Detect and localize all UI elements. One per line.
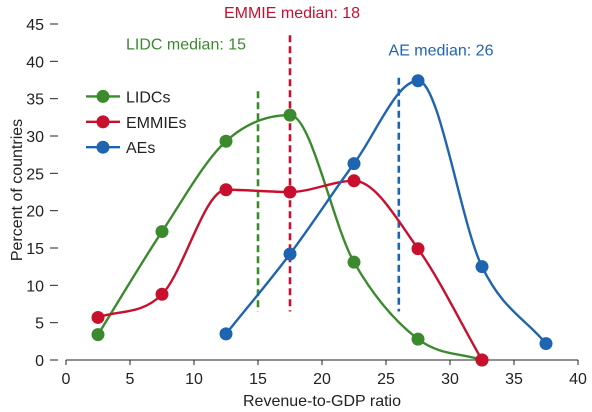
y-tick-label: 20 bbox=[26, 204, 44, 221]
y-tick-label: 45 bbox=[26, 17, 44, 34]
legend-label-emmies: EMMIEs bbox=[126, 115, 186, 132]
y-tick-label: 35 bbox=[26, 92, 44, 109]
y-tick-label: 10 bbox=[26, 278, 44, 295]
legend-marker-lidcs bbox=[96, 89, 110, 103]
data-point-lidcs bbox=[411, 332, 425, 346]
y-tick-label: 0 bbox=[35, 353, 44, 370]
x-tick-label: 40 bbox=[569, 371, 587, 388]
legend: LIDCs EMMIEs AEs bbox=[86, 89, 186, 157]
data-point-lidcs bbox=[219, 134, 233, 148]
data-point-emmies bbox=[475, 353, 489, 367]
x-axis: 0 5 10 15 20 25 30 35 40 bbox=[62, 359, 587, 388]
y-tick-label: 15 bbox=[26, 241, 44, 258]
x-tick-label: 10 bbox=[185, 371, 203, 388]
legend-label-lidcs: LIDCs bbox=[126, 89, 170, 106]
data-point-lidcs bbox=[283, 108, 297, 122]
data-point-aes bbox=[347, 157, 361, 171]
data-point-aes bbox=[539, 337, 553, 351]
data-point-emmies bbox=[219, 183, 233, 197]
data-point-emmies bbox=[91, 310, 105, 324]
y-axis-label: Percent of countries bbox=[9, 119, 26, 261]
y-tick-label: 40 bbox=[26, 54, 44, 71]
x-tick-label: 25 bbox=[377, 371, 395, 388]
x-tick-label: 35 bbox=[505, 371, 523, 388]
data-point-lidcs bbox=[347, 255, 361, 269]
legend-marker-aes bbox=[96, 140, 110, 154]
median-label: AE median: 26 bbox=[389, 42, 494, 59]
y-axis: 0 5 10 15 20 25 30 35 40 45 bbox=[26, 17, 58, 370]
x-tick-label: 0 bbox=[62, 371, 71, 388]
median-lines: LIDC median: 15 EMMIE median: 18 AE median… bbox=[126, 5, 494, 312]
data-point-aes bbox=[411, 74, 425, 88]
y-tick-label: 5 bbox=[35, 316, 44, 333]
series-points bbox=[91, 74, 553, 367]
x-tick-label: 20 bbox=[313, 371, 331, 388]
data-point-aes bbox=[219, 327, 233, 341]
data-point-lidcs bbox=[91, 328, 105, 342]
series-line-aes bbox=[224, 79, 548, 345]
x-tick-label: 15 bbox=[249, 371, 267, 388]
data-point-emmies bbox=[155, 287, 169, 301]
x-axis-label: Revenue-to-GDP ratio bbox=[243, 393, 401, 410]
legend-marker-emmies bbox=[96, 115, 110, 129]
median-label: EMMIE median: 18 bbox=[224, 5, 360, 22]
x-tick-label: 30 bbox=[441, 371, 459, 388]
data-point-emmies bbox=[411, 242, 425, 256]
data-point-aes bbox=[475, 260, 489, 274]
data-point-lidcs bbox=[155, 225, 169, 239]
data-point-emmies bbox=[283, 185, 297, 199]
y-tick-label: 25 bbox=[26, 166, 44, 183]
data-point-aes bbox=[283, 247, 297, 261]
y-tick-label: 30 bbox=[26, 129, 44, 146]
data-point-emmies bbox=[347, 174, 361, 188]
median-label: LIDC median: 15 bbox=[126, 36, 246, 53]
x-tick-label: 5 bbox=[126, 371, 135, 388]
legend-label-aes: AEs bbox=[126, 140, 155, 157]
